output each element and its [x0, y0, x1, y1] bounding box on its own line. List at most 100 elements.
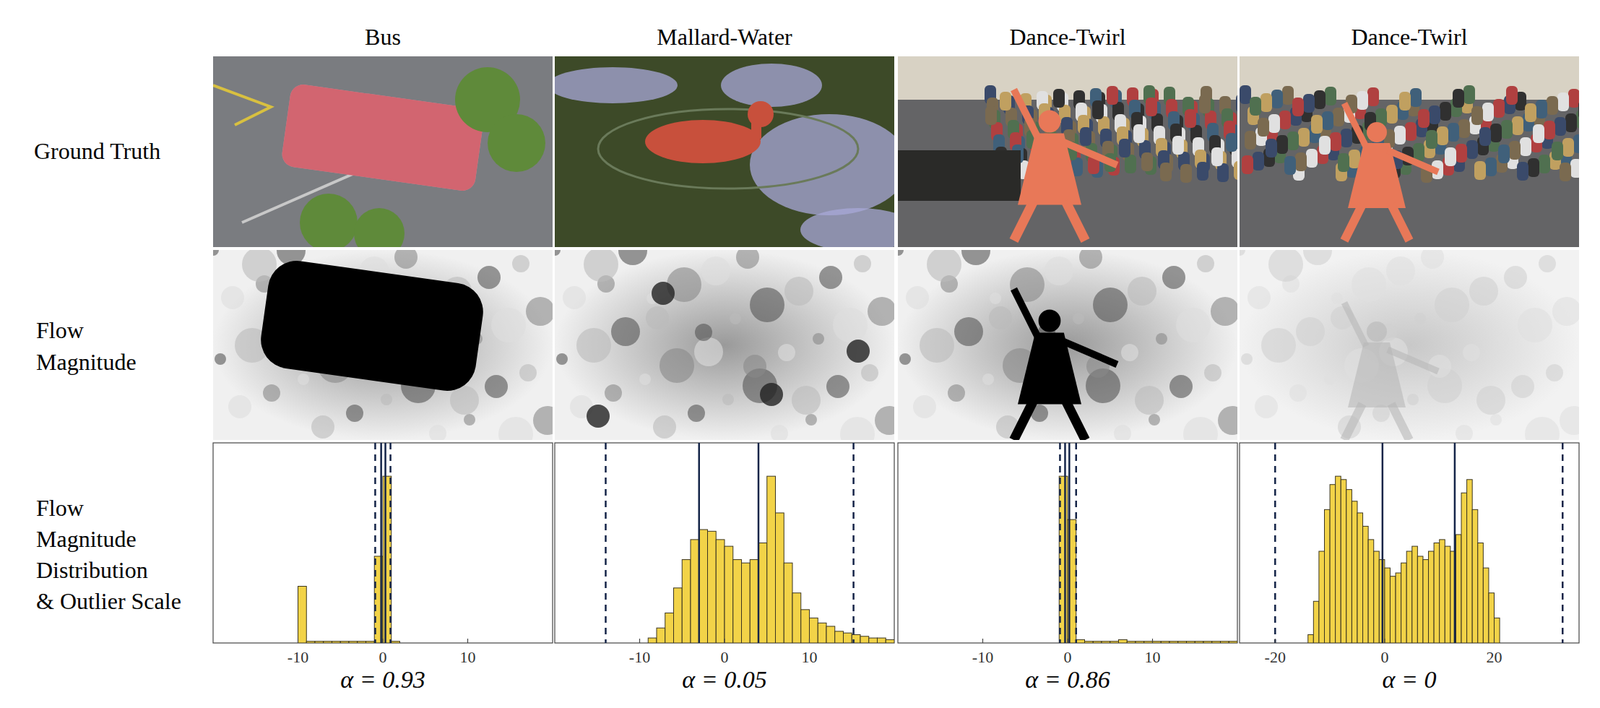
crowd-person [1527, 158, 1540, 177]
flow-blob [213, 249, 219, 256]
histogram-bar [1335, 476, 1342, 643]
histogram-bar [1017, 642, 1026, 644]
tick [1274, 638, 1276, 643]
histogram-bar [323, 641, 333, 643]
crowd-person [999, 91, 1012, 111]
reflection [720, 63, 823, 107]
flow-blob [1217, 405, 1238, 435]
flow-blob [380, 393, 393, 406]
histogram-bar [801, 609, 810, 643]
crowd-person [1211, 147, 1223, 167]
flow-blob [736, 249, 760, 269]
flow-blob [1134, 385, 1164, 415]
histogram-bar [877, 637, 887, 643]
histogram-bar [408, 642, 417, 644]
histogram-bar [1439, 539, 1446, 643]
crowd-person [1568, 88, 1580, 108]
tick-label: 10 [801, 647, 818, 667]
crowd-person [1428, 105, 1441, 125]
crowd-person [1439, 101, 1452, 121]
histogram-bar [957, 642, 966, 644]
flow-blob [498, 416, 534, 440]
flow-blob [1169, 374, 1193, 399]
flow-blob [926, 249, 962, 282]
crowd-person [1311, 114, 1323, 134]
histogram-bar [340, 641, 349, 643]
crowd-person [1559, 162, 1572, 182]
histogram-bar [518, 642, 528, 644]
dancer-arms [1014, 89, 1118, 166]
tick-label: -20 [1264, 647, 1286, 667]
crowd-person [1303, 93, 1315, 113]
flow-blob [729, 312, 742, 325]
crowd-person [1485, 157, 1497, 177]
outlier-line [852, 442, 855, 643]
flow-blob [554, 249, 561, 256]
flow-blob [791, 385, 821, 415]
histogram-bar [792, 593, 802, 643]
crowd-person [1417, 109, 1430, 128]
outlier-line [374, 442, 377, 643]
crowd-person [1394, 125, 1406, 145]
crowd-person [1386, 104, 1398, 124]
histogram-bar [1467, 479, 1473, 643]
flow-blob [1240, 353, 1253, 365]
tick [1152, 638, 1153, 643]
crowd-person [1511, 116, 1524, 136]
flow-blob [1268, 249, 1304, 282]
bus-mask [280, 83, 485, 193]
histogram-panel: -10010 [554, 442, 895, 667]
histogram-bar [1135, 641, 1145, 643]
alpha-label: α = 0.05 [681, 666, 767, 693]
crowd-person [1570, 158, 1580, 178]
crowd-person [1490, 123, 1502, 143]
flow-blob [1324, 373, 1336, 386]
histogram-bar [1417, 556, 1424, 643]
crowd-person [1444, 147, 1457, 167]
flow-blob [687, 404, 706, 422]
ground [1239, 56, 1580, 248]
flow-blob [1511, 374, 1535, 399]
histogram-bar [1395, 572, 1402, 643]
histogram-bar [885, 639, 895, 643]
histogram-bar [535, 642, 545, 644]
crowd-person [1332, 107, 1345, 127]
crowd-person [1284, 156, 1296, 175]
histogram-bar [1152, 641, 1162, 643]
histogram-bar [1042, 642, 1052, 644]
histogram-bar [1477, 543, 1484, 644]
crowd-person [1557, 92, 1569, 112]
flow-blob [722, 393, 734, 406]
flow-blob [694, 323, 713, 341]
flow-blob [1295, 317, 1325, 347]
histogram-bar [348, 641, 358, 643]
dancer-legs [1014, 200, 1086, 241]
column-header: Dance-Twirl [1350, 23, 1468, 50]
column-header: Mallard-Water [656, 23, 793, 50]
histogram-bar [1212, 641, 1221, 643]
planter [897, 150, 1021, 201]
reflection [749, 114, 895, 216]
histogram-bar [543, 642, 553, 644]
crowd-person [1292, 97, 1304, 117]
histogram-bar [306, 641, 315, 643]
flow-blob [867, 296, 895, 326]
crowd-person [1455, 143, 1468, 163]
crowd-person [1508, 140, 1521, 160]
dancer-arms [1344, 103, 1439, 172]
reflection [554, 67, 678, 104]
flow-blob [491, 307, 526, 343]
histogram-bar [1406, 551, 1413, 643]
histogram-bar [1076, 639, 1085, 643]
histogram-bar [1313, 600, 1320, 643]
flow-blob [1183, 416, 1218, 440]
tick-label: -10 [629, 647, 651, 667]
histogram-bar [1101, 641, 1111, 643]
flow-blob [463, 413, 476, 426]
flow-blob [618, 249, 648, 266]
histogram-bar [332, 641, 341, 643]
flow-blob [777, 343, 796, 362]
histogram-bar [817, 622, 827, 643]
histogram-bar [1092, 641, 1102, 643]
row-label: Magnitude [36, 525, 137, 552]
